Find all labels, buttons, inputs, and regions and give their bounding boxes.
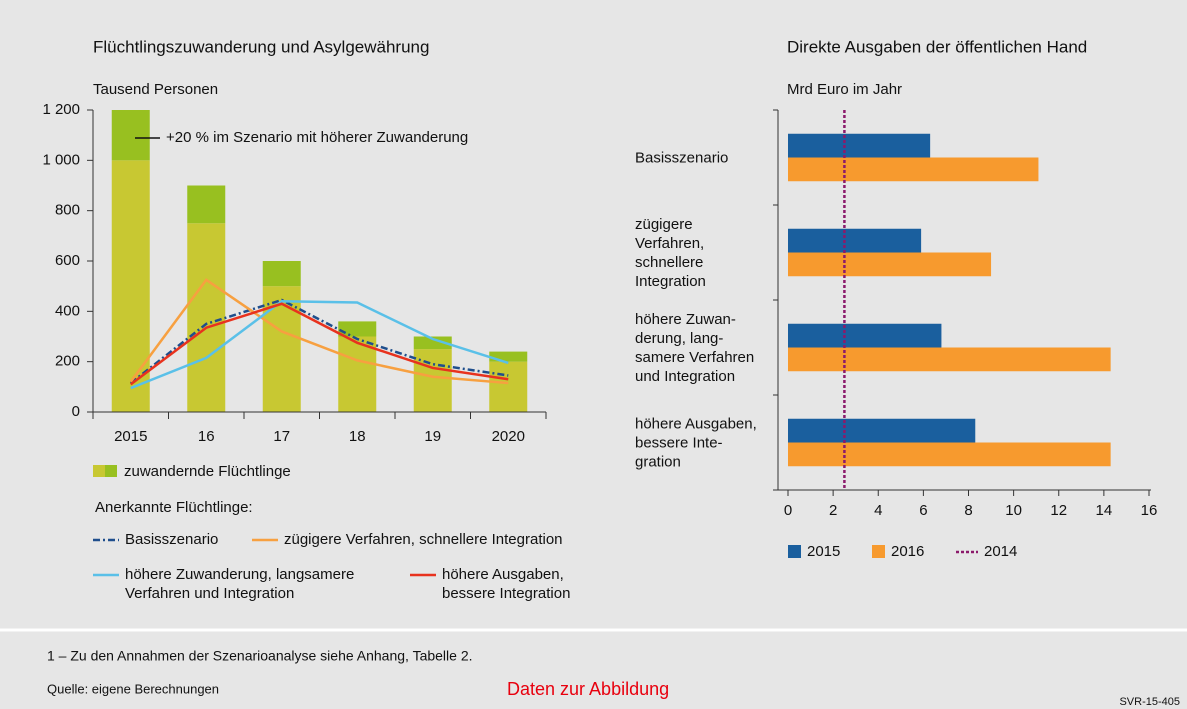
chart-title: Direkte Ausgaben der öffentlichen Hand	[787, 37, 1087, 56]
bar	[788, 252, 992, 277]
line-series	[130, 302, 509, 386]
bar	[788, 347, 1111, 372]
y-tick-label: 400	[55, 302, 80, 319]
data-link[interactable]: Daten zur Abbildung	[507, 679, 669, 699]
bar-segment	[187, 185, 226, 224]
bar	[788, 418, 976, 443]
bar-segment	[338, 336, 377, 412]
legend-label: höhere Ausgaben, bessere Integration	[442, 566, 571, 602]
bar	[788, 442, 1111, 467]
bar-segment	[187, 223, 226, 412]
figure-code: SVR-15-405	[1119, 696, 1180, 708]
bar-segment	[338, 321, 377, 337]
y-tick-label: 1 200	[42, 101, 80, 118]
y-tick-label: 1 000	[42, 151, 80, 168]
bar	[788, 323, 942, 348]
y-label: Tausend Personen	[93, 81, 218, 98]
source: Quelle: eigene Berechnungen	[47, 681, 219, 696]
x-tick-label: 2	[829, 502, 837, 519]
line-series	[129, 278, 509, 385]
legend-label: 2014	[984, 543, 1018, 560]
bar	[788, 228, 922, 253]
bar	[788, 133, 931, 158]
legend-swatch	[788, 545, 801, 558]
legend-swatch	[93, 465, 105, 477]
annotation: +20 % im Szenario mit höherer Zuwanderun…	[166, 129, 468, 146]
x-label: Mrd Euro im Jahr	[787, 81, 902, 98]
x-tick-label: 0	[784, 502, 792, 519]
x-tick-label: 16	[198, 428, 215, 445]
x-tick-label: 6	[919, 502, 927, 519]
legend-swatch	[872, 545, 885, 558]
line-series	[130, 300, 509, 390]
y-tick-label: 200	[55, 353, 80, 370]
chart-title: Flüchtlingszuwanderung und Asylgewährung	[93, 37, 429, 56]
x-tick-label: 19	[424, 428, 441, 445]
legend-swatch	[105, 465, 117, 477]
x-tick-label: 12	[1050, 502, 1067, 519]
x-tick-label: 2015	[114, 428, 147, 445]
legend-label: 2015	[807, 543, 841, 560]
bar-segment	[262, 261, 301, 287]
legend-label: höhere Zuwanderung, langsamere Verfahren…	[125, 566, 355, 602]
y-tick-label: 600	[55, 252, 80, 269]
legend-label: Basisszenario	[125, 531, 219, 548]
x-tick-label: 14	[1096, 502, 1113, 519]
legend-label: zügigere Verfahren, schnellere Integrati…	[284, 531, 563, 548]
bar-segment	[413, 336, 452, 350]
legend-label: 2016	[891, 543, 925, 560]
legend-title: Anerkannte Flüchtlinge:	[95, 499, 253, 516]
y-tick-label: zügigere Verfahren, schnellere Integrati…	[635, 215, 706, 290]
y-tick-label: Basisszenario	[635, 149, 729, 166]
x-tick-label: 4	[874, 502, 882, 519]
y-tick-label: 800	[55, 202, 80, 219]
legend-label: zuwandernde Flüchtlinge	[124, 463, 291, 480]
bar-segment	[111, 110, 150, 161]
x-tick-label: 18	[349, 428, 366, 445]
x-tick-label: 2020	[492, 428, 525, 445]
y-tick-label: höhere Zuwan- derung, lang- samere Verfa…	[635, 310, 755, 385]
bar-segment	[111, 160, 150, 412]
x-tick-label: 17	[273, 428, 290, 445]
footnote: 1 – Zu den Annahmen der Szenarioanalyse …	[47, 648, 473, 664]
bar	[788, 157, 1039, 182]
x-tick-label: 8	[964, 502, 972, 519]
x-tick-label: 16	[1141, 502, 1158, 519]
line-series	[129, 298, 509, 385]
x-tick-label: 10	[1005, 502, 1022, 519]
bar-segment	[489, 361, 528, 412]
bar-segment	[489, 351, 528, 362]
y-tick-label: 0	[72, 403, 80, 420]
y-tick-label: höhere Ausgaben, bessere Inte- gration	[635, 415, 757, 470]
